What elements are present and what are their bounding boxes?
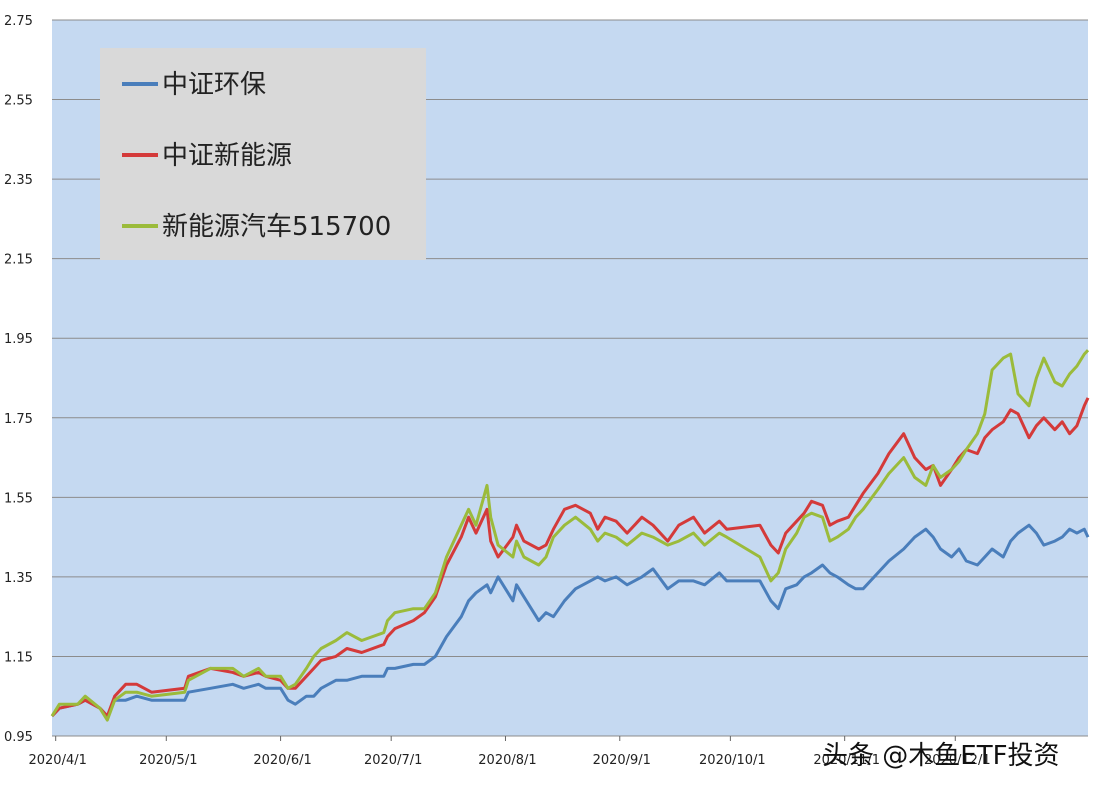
legend: 中证环保 中证新能源 新能源汽车515700 bbox=[100, 48, 426, 260]
x-tick-label: 2020/12/1 bbox=[924, 753, 991, 768]
legend-label-1: 中证新能源 bbox=[162, 141, 292, 171]
y-tick-label: 1.75 bbox=[4, 412, 33, 427]
x-tick-label: 2020/8/1 bbox=[478, 753, 536, 768]
y-tick-label: 1.35 bbox=[4, 571, 33, 586]
legend-label-2: 新能源汽车515700 bbox=[162, 212, 391, 242]
y-tick-label: 2.75 bbox=[4, 14, 33, 29]
y-axis-ticks: 0.95 1.15 1.35 1.55 1.75 1.95 2.15 2.35 2.55 2.75 bbox=[4, 14, 33, 745]
series-line-2 bbox=[50, 349, 1090, 722]
x-tick-label: 2020/9/1 bbox=[593, 753, 651, 768]
x-tick-label: 2020/10/1 bbox=[699, 753, 766, 768]
x-tick-label: 2020/4/1 bbox=[28, 753, 86, 768]
y-tick-label: 2.55 bbox=[4, 94, 33, 109]
x-tick-label: 2020/6/1 bbox=[253, 753, 311, 768]
y-tick-label: 1.15 bbox=[4, 650, 33, 665]
y-tick-label: 2.15 bbox=[4, 253, 33, 268]
x-tick-label: 2020/11/1 bbox=[813, 753, 880, 768]
watermark: 头条 @木鱼ETF投资 bbox=[822, 741, 1060, 771]
x-tick-label: 2020/7/1 bbox=[364, 753, 422, 768]
series-lines bbox=[50, 349, 1090, 722]
y-tick-label: 1.95 bbox=[4, 332, 33, 347]
x-axis-ticks: 2020/4/1 2020/5/1 2020/6/1 2020/7/1 2020/8/1… bbox=[28, 736, 991, 768]
y-tick-label: 2.35 bbox=[4, 173, 33, 188]
x-tick-label: 2020/5/1 bbox=[139, 753, 197, 768]
series-line-0 bbox=[50, 523, 1090, 718]
y-tick-label: 1.55 bbox=[4, 491, 33, 506]
y-tick-label: 0.95 bbox=[4, 730, 33, 745]
legend-label-0: 中证环保 bbox=[162, 70, 266, 100]
